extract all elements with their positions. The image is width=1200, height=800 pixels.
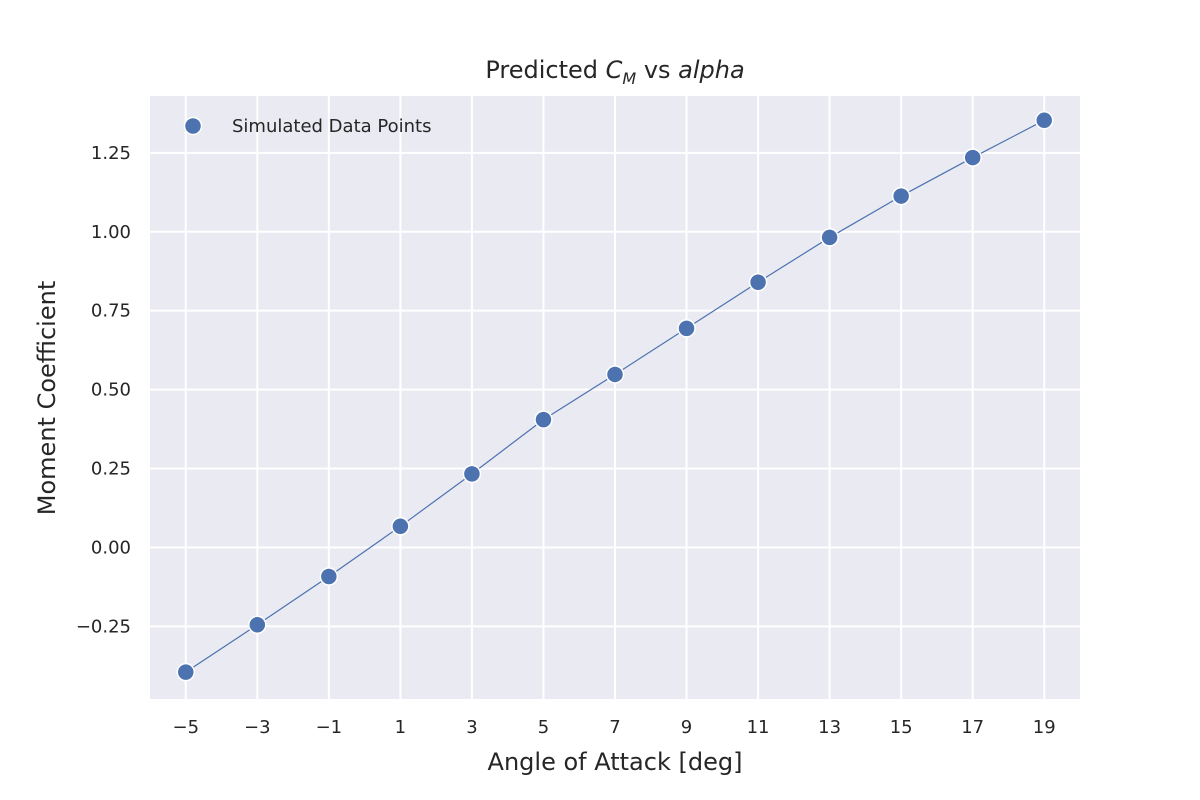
y-tick-label: 0.00	[91, 537, 131, 558]
x-tick-labels: −5 −3 −1 1 3 5 7 9 11 13 15 17 19	[172, 717, 1055, 738]
data-point	[176, 662, 196, 682]
y-tick-label: 1.00	[91, 222, 131, 243]
x-tick-label: 9	[681, 717, 692, 738]
title-middle: vs	[636, 56, 678, 84]
title-symbol: C	[606, 56, 623, 84]
y-tick-labels: −0.25 0.00 0.25 0.50 0.75 1.00 1.25	[76, 143, 131, 638]
x-tick-label: 1	[395, 717, 406, 738]
x-tick-label: −3	[244, 717, 271, 738]
title-prefix: Predicted	[485, 56, 605, 84]
x-tick-label: 7	[609, 717, 620, 738]
x-tick-label: −1	[316, 717, 343, 738]
y-tick-label: 1.25	[91, 143, 131, 164]
data-points	[176, 111, 1054, 682]
legend-label: Simulated Data Points	[232, 116, 431, 137]
x-tick-label: 17	[961, 717, 984, 738]
data-point	[677, 319, 696, 338]
x-tick-label: 13	[818, 717, 841, 738]
data-point	[462, 464, 482, 484]
data-point	[748, 273, 768, 292]
y-tick-label: −0.25	[76, 616, 131, 637]
x-tick-label: 11	[747, 717, 770, 738]
x-tick-label: −5	[172, 717, 199, 738]
y-tick-label: 0.25	[91, 459, 131, 480]
x-axis-label: Angle of Attack [deg]	[488, 748, 743, 776]
x-tick-label: 3	[466, 717, 477, 738]
grid-lines	[150, 96, 1080, 699]
title-variable: alpha	[678, 56, 745, 84]
x-tick-label: 5	[538, 717, 549, 738]
chart-title: Predicted CM vs alpha	[485, 56, 744, 88]
data-point	[319, 567, 339, 586]
legend: Simulated Data Points	[183, 116, 431, 137]
x-tick-label: 15	[890, 717, 913, 738]
data-point	[963, 148, 982, 167]
data-point	[534, 410, 553, 429]
x-tick-label: 19	[1033, 717, 1056, 738]
legend-marker	[183, 116, 203, 136]
data-point	[891, 186, 911, 206]
data-point	[248, 615, 267, 635]
data-point	[1034, 111, 1054, 130]
y-tick-label: 0.50	[91, 380, 131, 401]
title-subscript: M	[622, 69, 636, 88]
y-axis-label: Moment Coefficient	[33, 281, 61, 515]
data-point	[820, 228, 839, 247]
y-tick-label: 0.75	[91, 301, 131, 322]
data-point	[605, 365, 625, 384]
data-point	[391, 517, 410, 536]
